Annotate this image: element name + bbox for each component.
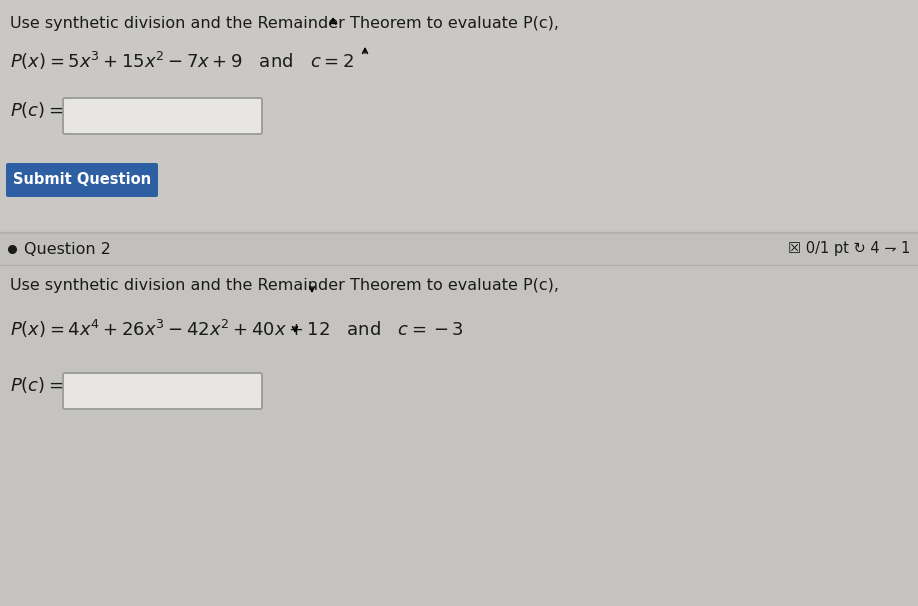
Text: Use synthetic division and the Remainder Theorem to evaluate P(c),: Use synthetic division and the Remainder… xyxy=(10,16,559,31)
FancyBboxPatch shape xyxy=(63,98,262,134)
FancyBboxPatch shape xyxy=(63,373,262,409)
Text: Submit Question: Submit Question xyxy=(13,173,151,187)
Text: Use synthetic division and the Remainder Theorem to evaluate P(c),: Use synthetic division and the Remainder… xyxy=(10,278,559,293)
Text: Question 2: Question 2 xyxy=(24,242,111,256)
Text: $P(c) =$: $P(c) =$ xyxy=(10,375,63,395)
FancyBboxPatch shape xyxy=(0,230,918,606)
Text: $P(c) =$: $P(c) =$ xyxy=(10,100,63,120)
Text: ☒ 0/1 pt ↻ 4 ⇁ 1: ☒ 0/1 pt ↻ 4 ⇁ 1 xyxy=(788,242,910,256)
FancyBboxPatch shape xyxy=(6,163,158,197)
Text: $P(x) = 4x^4 + 26x^3 - 42x^2 + 40x + 12$   and   $c = -3$: $P(x) = 4x^4 + 26x^3 - 42x^2 + 40x + 12$… xyxy=(10,318,464,340)
FancyBboxPatch shape xyxy=(0,0,918,230)
Text: $P(x) = 5x^3 + 15x^2 - 7x + 9$   and   $c = 2$: $P(x) = 5x^3 + 15x^2 - 7x + 9$ and $c = … xyxy=(10,50,353,72)
FancyBboxPatch shape xyxy=(0,233,918,265)
